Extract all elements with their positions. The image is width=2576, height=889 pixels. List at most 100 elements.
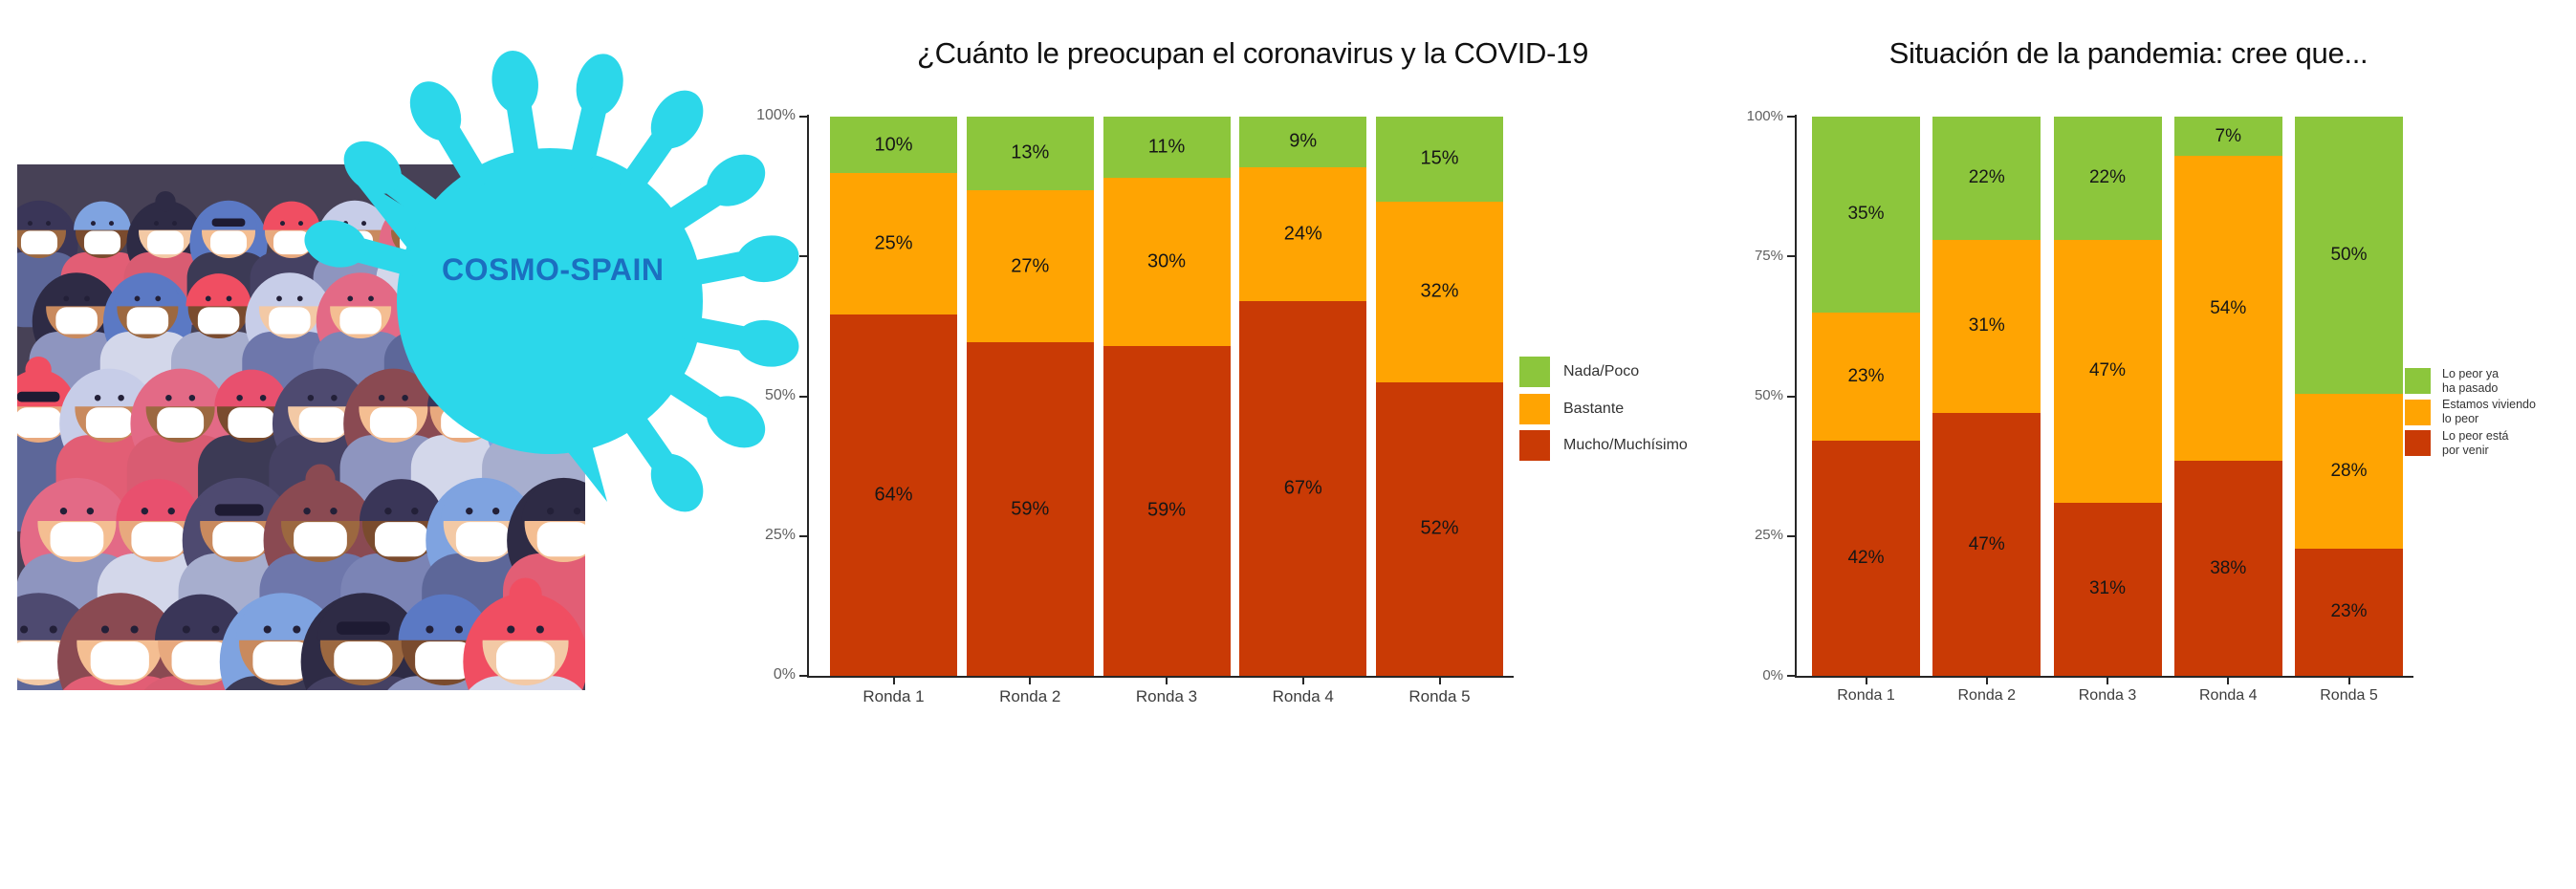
legend-swatch-lo-peor-est-por-venir	[2405, 430, 2431, 456]
bar-segment-nada-poco	[966, 117, 1094, 190]
legend-label: Mucho/Muchísimo	[1563, 436, 1688, 455]
bar-segment-label: 13%	[1011, 141, 1050, 163]
y-axis-tick-label: 25%	[764, 526, 796, 543]
legend-swatch-bastante	[1519, 393, 1550, 424]
legend-label-line: Bastante	[1563, 400, 1625, 417]
x-axis-tick	[892, 678, 895, 684]
x-axis-tick	[1865, 678, 1867, 684]
bar-segment-label: 22%	[2088, 167, 2127, 188]
bar-segment-estamos-viviendo-lo-peor	[2053, 239, 2162, 503]
y-axis-tick	[1787, 255, 1795, 258]
bar-segment-label: 64%	[874, 484, 913, 506]
bar-segment-label: 35%	[1847, 204, 1885, 225]
x-axis-tick	[1985, 678, 1988, 684]
bar-segment-lo-peor-est-por-venir	[2295, 548, 2403, 676]
bar-segment-label: 42%	[1847, 548, 1885, 569]
y-axis-tick	[1787, 675, 1795, 677]
bar-segment-bastante	[830, 173, 957, 314]
bar-segment-label: 27%	[1011, 255, 1050, 277]
x-axis-tick	[2347, 678, 2350, 684]
bar-segment-lo-peor-est-por-venir	[2173, 461, 2282, 676]
y-axis-tick-label: 50%	[764, 386, 796, 403]
legend-label-line: Mucho/Muchísimo	[1563, 437, 1688, 453]
x-axis-category-label: Ronda 1	[1837, 687, 1895, 704]
bar-segment-label: 31%	[1968, 315, 2005, 336]
bar-segment-label: 23%	[1847, 366, 1885, 387]
bar-segment-label: 31%	[2088, 578, 2127, 599]
y-axis-tick-label: 75%	[1754, 247, 1783, 264]
legend-swatch-lo-peor-ya-ha-pasado	[2405, 368, 2431, 394]
y-axis-tick	[799, 255, 807, 258]
legend-swatch-estamos-viviendo-lo-peor	[2405, 399, 2431, 425]
y-axis-tick-label: 100%	[1746, 107, 1783, 124]
bar-segment-label: 30%	[1146, 250, 1187, 272]
chart-title-pandemic-situation: Situación de la pandemia: cree que...	[1888, 36, 2369, 70]
legend-label: Estamos viviendo lo peor	[2442, 398, 2536, 426]
bar-segment-label: 50%	[2330, 244, 2368, 265]
bar-segment-mucho-much-simo	[1376, 381, 1503, 676]
y-axis-tick-label: 50%	[1754, 387, 1783, 404]
bar-segment-lo-peor-est-por-venir	[1812, 441, 1920, 676]
bar-segment-label: 9%	[1289, 130, 1318, 152]
bar-segment-nada-poco	[1102, 117, 1231, 179]
legend-label-line: Lo peor ya	[2442, 366, 2500, 380]
x-axis-category-label: Ronda 3	[1135, 687, 1198, 705]
bar-segment-bastante	[1376, 201, 1503, 382]
bar-segment-mucho-much-simo	[1239, 301, 1367, 676]
bar-segment-lo-peor-ya-ha-pasado	[2053, 117, 2162, 240]
bar-segment-label: 59%	[1011, 498, 1050, 520]
y-axis-tick-label: 0%	[1762, 666, 1783, 683]
bar-segment-label: 54%	[2210, 297, 2247, 318]
bar-segment-lo-peor-ya-ha-pasado	[2295, 117, 2403, 394]
bar-segment-nada-poco	[1376, 117, 1503, 202]
x-axis-category-label: Ronda 2	[999, 687, 1061, 705]
bar-segment-estamos-viviendo-lo-peor	[1812, 312, 1920, 442]
legend-label: Nada/Poco	[1563, 362, 1639, 381]
bar-segment-label: 15%	[1420, 147, 1459, 169]
legend-label-line: Lo peor está	[2442, 428, 2509, 443]
y-axis-tick	[799, 534, 807, 537]
y-axis-tick-label: 25%	[1754, 527, 1783, 544]
bar-segment-label: 67%	[1283, 477, 1322, 499]
crowd-illustration: COSMO-SPAIN	[0, 0, 803, 889]
bar-segment-label: 47%	[2088, 360, 2127, 381]
x-axis-tick	[1438, 678, 1441, 684]
bar-segment-nada-poco	[1239, 117, 1367, 167]
bar-segment-label: 11%	[1147, 136, 1186, 158]
bar-segment-label: 47%	[1968, 533, 2005, 554]
bar-segment-lo-peor-ya-ha-pasado	[1812, 117, 1920, 313]
bar-segment-estamos-viviendo-lo-peor	[1932, 239, 2041, 414]
bar-segment-bastante	[1102, 178, 1231, 346]
legend-label: Bastante	[1563, 400, 1624, 419]
y-axis-line	[1795, 115, 1797, 678]
bar-segment-label: 28%	[2330, 460, 2368, 481]
chart-pandemic-situation: Situación de la pandemia: cree que... 0%…	[1731, 19, 2576, 784]
legend-label: Lo peor ya ha pasado	[2442, 367, 2499, 396]
x-axis-category-label: Ronda 2	[1957, 687, 2017, 704]
legend-label-line: lo peor	[2442, 412, 2479, 425]
legend-label-line: Estamos viviendo	[2442, 398, 2536, 411]
x-axis-tick	[1166, 678, 1168, 684]
bar-segment-label: 25%	[874, 232, 913, 254]
y-axis-tick	[799, 675, 807, 677]
bar-segment-label: 52%	[1420, 517, 1459, 539]
bar-segment-label: 59%	[1146, 499, 1187, 521]
chart-title-covid-worry: ¿Cuánto le preocupan el coronavirus y la…	[916, 36, 1589, 70]
bar-segment-bastante	[1239, 166, 1367, 302]
y-axis-tick-label: 100%	[756, 107, 796, 124]
legend-label: Lo peor está por venir	[2442, 429, 2509, 458]
bar-segment-label: 24%	[1283, 223, 1322, 245]
x-axis-line	[807, 676, 1514, 678]
legend-label-line: por venir	[2442, 443, 2489, 457]
bar-segment-lo-peor-ya-ha-pasado	[2173, 117, 2282, 157]
bar-segment-estamos-viviendo-lo-peor	[2173, 156, 2282, 462]
y-axis-tick	[1787, 534, 1795, 537]
y-axis-tick	[1787, 116, 1795, 118]
x-axis-category-label: Ronda 5	[2320, 687, 2378, 704]
x-axis-category-label: Ronda 4	[1272, 687, 1334, 705]
bar-segment-bastante	[966, 189, 1094, 343]
bar-segment-lo-peor-est-por-venir	[2053, 502, 2162, 676]
x-axis-category-label: Ronda 3	[2078, 687, 2137, 704]
x-axis-tick	[1301, 678, 1304, 684]
